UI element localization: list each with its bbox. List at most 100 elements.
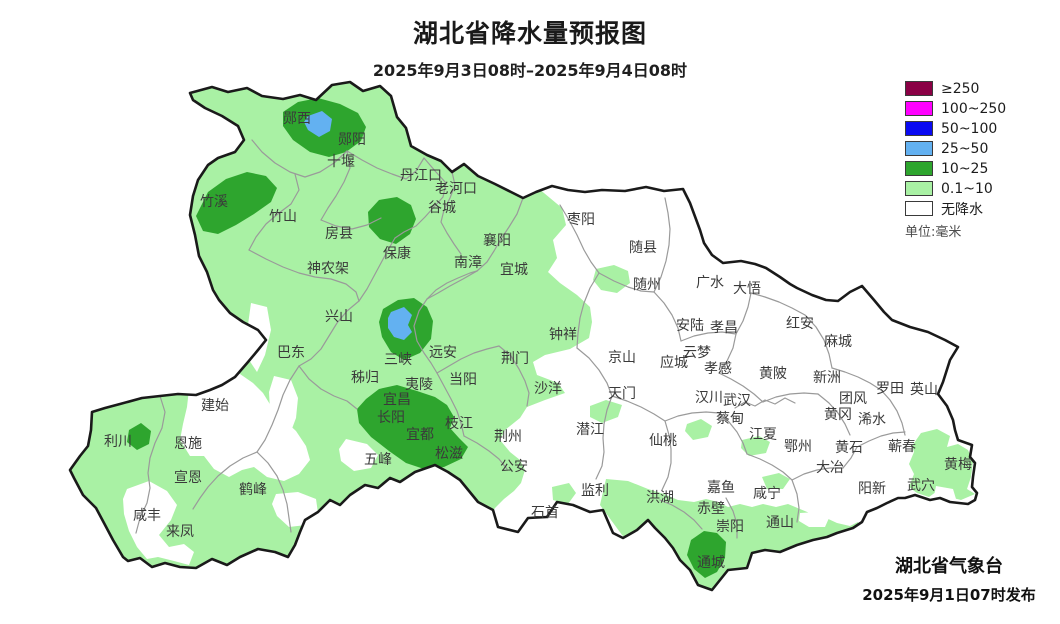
legend-item: 25~50 — [905, 140, 1006, 157]
legend-rows: ≥250 100~250 50~100 25~50 10~25 0.1~10 无降水 — [905, 81, 1007, 218]
header: 湖北省降水量预报图 2025年9月3日08时–2025年9月4日08时 — [0, 14, 1060, 81]
county-label: 兴山 — [325, 309, 353, 325]
county-label: 麻城 — [824, 334, 852, 350]
county-boundary — [426, 270, 478, 300]
county-label: 武汉 — [723, 393, 751, 409]
county-label: 利川 — [104, 434, 132, 450]
county-label: 保康 — [383, 245, 411, 262]
county-label: 江夏 — [749, 427, 777, 443]
county-boundary — [135, 395, 166, 534]
legend-label: 无降水 — [941, 201, 983, 218]
county-label: 丹江口 — [400, 168, 442, 184]
county-boundary — [880, 389, 906, 436]
county-label: 英山 — [910, 381, 938, 398]
county-label: 大悟 — [733, 281, 761, 297]
county-boundary — [718, 333, 737, 374]
legend-swatch — [905, 81, 933, 96]
legend-item: 10~25 — [905, 160, 1006, 177]
legend-label: 25~50 — [941, 140, 989, 157]
county-boundary — [680, 331, 737, 342]
county-boundary — [346, 150, 425, 180]
county-label: 郧西 — [283, 111, 311, 127]
page-title: 湖北省降水量预报图 — [412, 19, 647, 48]
rain-heavy-region — [304, 111, 332, 137]
county-label: 阳新 — [858, 481, 886, 497]
legend-swatch — [905, 181, 933, 196]
county-label: 新洲 — [813, 370, 841, 386]
county-boundary — [791, 467, 844, 481]
county-label: 咸丰 — [133, 508, 161, 524]
rain-light-region — [552, 483, 576, 504]
county-label: 竹溪 — [200, 194, 228, 210]
county-boundary — [436, 345, 500, 374]
county-label: 郧阳 — [338, 132, 366, 148]
legend-swatch — [905, 101, 933, 116]
county-label: 来凤 — [166, 524, 194, 540]
county-boundary — [576, 272, 600, 349]
county-label: 远安 — [429, 345, 457, 361]
rain-light-region — [741, 436, 770, 456]
county-label: 黄冈 — [824, 406, 852, 423]
county-label: 沙洋 — [534, 381, 562, 397]
legend-label: 100~250 — [941, 100, 1007, 117]
county-label: 石首 — [531, 505, 559, 521]
legend-label: 0.1~10 — [941, 180, 993, 197]
county-boundary — [463, 435, 508, 470]
county-label: 建始 — [201, 398, 229, 414]
county-label: 仙桃 — [649, 433, 677, 449]
county-label: 赤壁 — [697, 501, 725, 517]
county-label: 枣阳 — [567, 212, 595, 228]
county-label: 安陆 — [676, 318, 704, 334]
rain-medium-region — [357, 385, 468, 469]
county-boundary — [476, 197, 524, 272]
county-label: 团风 — [839, 391, 867, 407]
legend-label: 10~25 — [941, 160, 989, 177]
county-boundary — [762, 392, 819, 403]
agency-name: 湖北省气象台 — [895, 556, 1003, 577]
county-boundary — [817, 393, 851, 436]
county-label: 洪湖 — [646, 490, 674, 506]
forecast-period: 2025年9月3日08时–2025年9月4日08时 — [372, 61, 688, 80]
county-label: 罗田 — [876, 381, 904, 397]
legend-swatch — [905, 141, 933, 156]
county-boundary — [611, 395, 666, 422]
county-boundary — [735, 292, 752, 335]
county-label: 十堰 — [327, 154, 355, 170]
county-boundary — [664, 411, 720, 422]
province-outline — [68, 80, 979, 592]
rain-light-region — [909, 429, 975, 500]
county-label: 孝感 — [704, 360, 732, 377]
county-label: 浠水 — [858, 412, 886, 428]
county-boundary — [320, 150, 351, 221]
county-boundary — [842, 446, 858, 469]
county-boundary — [804, 314, 833, 369]
county-boundary — [791, 479, 800, 523]
county-label: 宜昌 — [383, 392, 411, 408]
county-boundary — [750, 292, 806, 316]
legend-item: 50~100 — [905, 121, 1006, 137]
county-boundary — [358, 237, 396, 302]
county-boundary — [320, 217, 382, 230]
county-label: 云梦 — [683, 345, 711, 361]
county-label: 恩施 — [174, 436, 202, 452]
county-boundary — [725, 497, 738, 539]
county-label: 随州 — [633, 277, 661, 293]
county-boundary — [734, 397, 796, 409]
county-label: 崇阳 — [716, 519, 744, 535]
rain-light-region — [685, 419, 712, 440]
county-boundary — [718, 412, 748, 455]
county-boundary — [251, 139, 348, 178]
county-label: 老河口 — [435, 181, 477, 197]
county-label: 咸宁 — [753, 485, 781, 502]
county-boundary — [436, 372, 465, 437]
county-label: 钟祥 — [549, 326, 577, 343]
county-boundary — [659, 499, 703, 530]
county-label: 三峡 — [384, 352, 412, 368]
county-label: 潜江 — [576, 422, 604, 438]
legend: ≥250 100~250 50~100 25~50 10~25 0.1~10 无降水 单位:… — [905, 81, 1006, 240]
county-label: 黄梅 — [944, 456, 972, 473]
county-label: 竹山 — [269, 209, 297, 225]
county-label: 长阳 — [377, 410, 405, 426]
county-label: 京山 — [608, 350, 636, 366]
county-label: 通山 — [766, 515, 794, 531]
